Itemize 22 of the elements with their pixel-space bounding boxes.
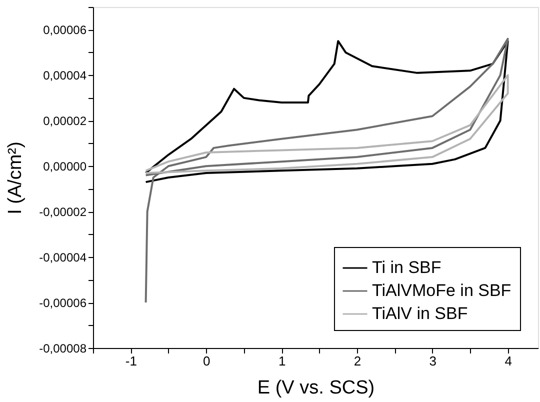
line-series bbox=[144, 38, 509, 304]
y-tick-label: -0,00004 bbox=[39, 250, 87, 265]
line-series bbox=[144, 74, 509, 174]
y-tick-label: 0,00004 bbox=[43, 68, 87, 83]
y-tick-label: 0,00000 bbox=[43, 160, 87, 174]
y-tick-label: -0,00002 bbox=[39, 205, 87, 220]
y-tick-label: -0,00008 bbox=[39, 342, 87, 356]
x-tick-label: -1 bbox=[125, 354, 137, 368]
line-series bbox=[144, 40, 509, 184]
y-axis-title: I (A/cm²) bbox=[5, 142, 26, 214]
y-tick-label: 0,00006 bbox=[43, 23, 87, 38]
x-axis-title: E (V vs. SCS) bbox=[257, 378, 375, 398]
x-tick-label: 1 bbox=[278, 354, 286, 368]
legend-label: Ti in SBF bbox=[372, 258, 442, 277]
y-tick-label: 0,00002 bbox=[43, 114, 87, 128]
legend-label: TiAlVMoFe in SBF bbox=[372, 281, 512, 300]
y-tick-label: -0,00006 bbox=[39, 296, 87, 310]
x-tick-label: 2 bbox=[354, 354, 362, 368]
x-tick-label: 0 bbox=[203, 354, 210, 368]
x-tick-label: 3 bbox=[429, 354, 437, 368]
x-tick-label: 4 bbox=[504, 354, 512, 368]
legend-label: TiAlV in SBF bbox=[372, 304, 468, 323]
